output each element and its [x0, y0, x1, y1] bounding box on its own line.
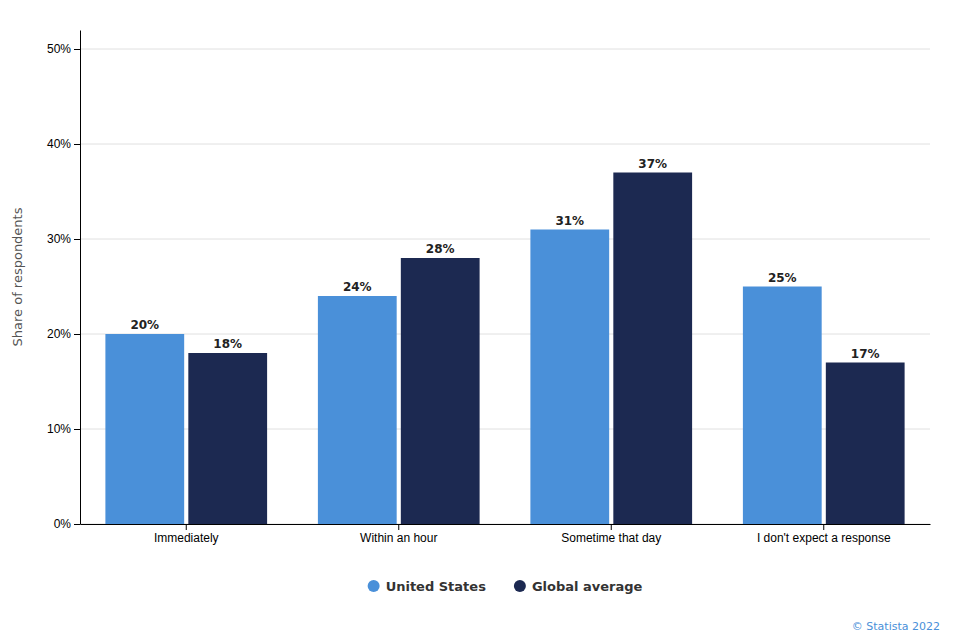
legend-swatch [514, 580, 526, 592]
x-tick-mark [186, 524, 187, 530]
x-tick-mark [398, 524, 399, 530]
series-bars [188, 173, 904, 525]
legend-item: Global average [514, 579, 643, 594]
bar [613, 173, 692, 525]
data-label: 28% [426, 242, 455, 256]
legend-swatch [368, 580, 380, 592]
x-axis: Immediately Within an hour Sometime that d… [81, 524, 931, 545]
axis-line [81, 524, 931, 525]
y-tick-mark [74, 429, 80, 430]
x-tick: Sometime that day [561, 524, 661, 545]
bars [105, 173, 904, 525]
bar [318, 296, 397, 524]
legend-item: United States [368, 579, 487, 594]
legend-label: United States [386, 579, 487, 594]
y-tick: 10% [47, 422, 80, 436]
x-tick-label: Within an hour [360, 531, 437, 545]
bar [105, 334, 184, 524]
legend: United States Global average [368, 579, 643, 594]
legend-label: Global average [532, 579, 643, 594]
y-tick-label: 40% [47, 137, 71, 151]
y-tick-label: 0% [54, 517, 72, 531]
y-tick-label: 50% [47, 42, 71, 56]
x-tick-label: Sometime that day [561, 531, 661, 545]
y-tick-mark [74, 524, 80, 525]
y-tick: 0% [54, 517, 80, 531]
plot-area: 20% 24% 31% 25% 18% 28% 37% 17% Immediately Withi… [10, 31, 931, 545]
y-tick-mark [74, 239, 80, 240]
bar [743, 287, 822, 525]
chart-container: 20% 24% 31% 25% 18% 28% 37% 17% Immediately Withi… [0, 0, 960, 644]
data-label: 17% [851, 347, 880, 361]
x-tick-mark [611, 524, 612, 530]
bar [401, 258, 480, 524]
y-tick: 40% [47, 137, 80, 151]
x-tick-label: I don't expect a response [757, 531, 891, 545]
annotation: © Statista 2022 [852, 620, 940, 633]
y-tick: 20% [47, 327, 80, 341]
data-label: 37% [638, 157, 667, 171]
data-label: 18% [213, 337, 242, 351]
y-tick-mark [74, 334, 80, 335]
y-tick: 30% [47, 232, 80, 246]
axis-line [80, 31, 81, 525]
data-label: 31% [555, 214, 584, 228]
grid-line [80, 239, 930, 240]
chart-svg: 20% 24% 31% 25% 18% 28% 37% 17% Immediately Withi… [0, 0, 960, 644]
x-tick-label: Immediately [154, 531, 219, 545]
x-tick-mark [823, 524, 824, 530]
y-axis: 0% 10% 20% 30% 40% 50% [47, 31, 81, 532]
y-tick-label: 20% [47, 327, 71, 341]
grid-line [80, 144, 930, 145]
grid [80, 49, 930, 524]
y-axis-title: Share of respondents [10, 207, 25, 346]
data-label: 20% [130, 318, 159, 332]
bar [826, 363, 905, 525]
data-label: 24% [343, 280, 372, 294]
x-tick: Immediately [154, 524, 219, 545]
y-tick-mark [74, 49, 80, 50]
y-tick-mark [74, 144, 80, 145]
x-tick: Within an hour [360, 524, 437, 545]
grid-line [80, 49, 930, 50]
data-label: 25% [768, 271, 797, 285]
x-tick: I don't expect a response [757, 524, 891, 545]
y-tick-label: 10% [47, 422, 71, 436]
y-tick-label: 30% [47, 232, 71, 246]
data-labels: 20% 24% 31% 25% 18% 28% 37% 17% [130, 157, 879, 361]
bar [530, 230, 609, 525]
bar [188, 353, 267, 524]
y-tick: 50% [47, 42, 80, 56]
series-bars [105, 230, 821, 525]
